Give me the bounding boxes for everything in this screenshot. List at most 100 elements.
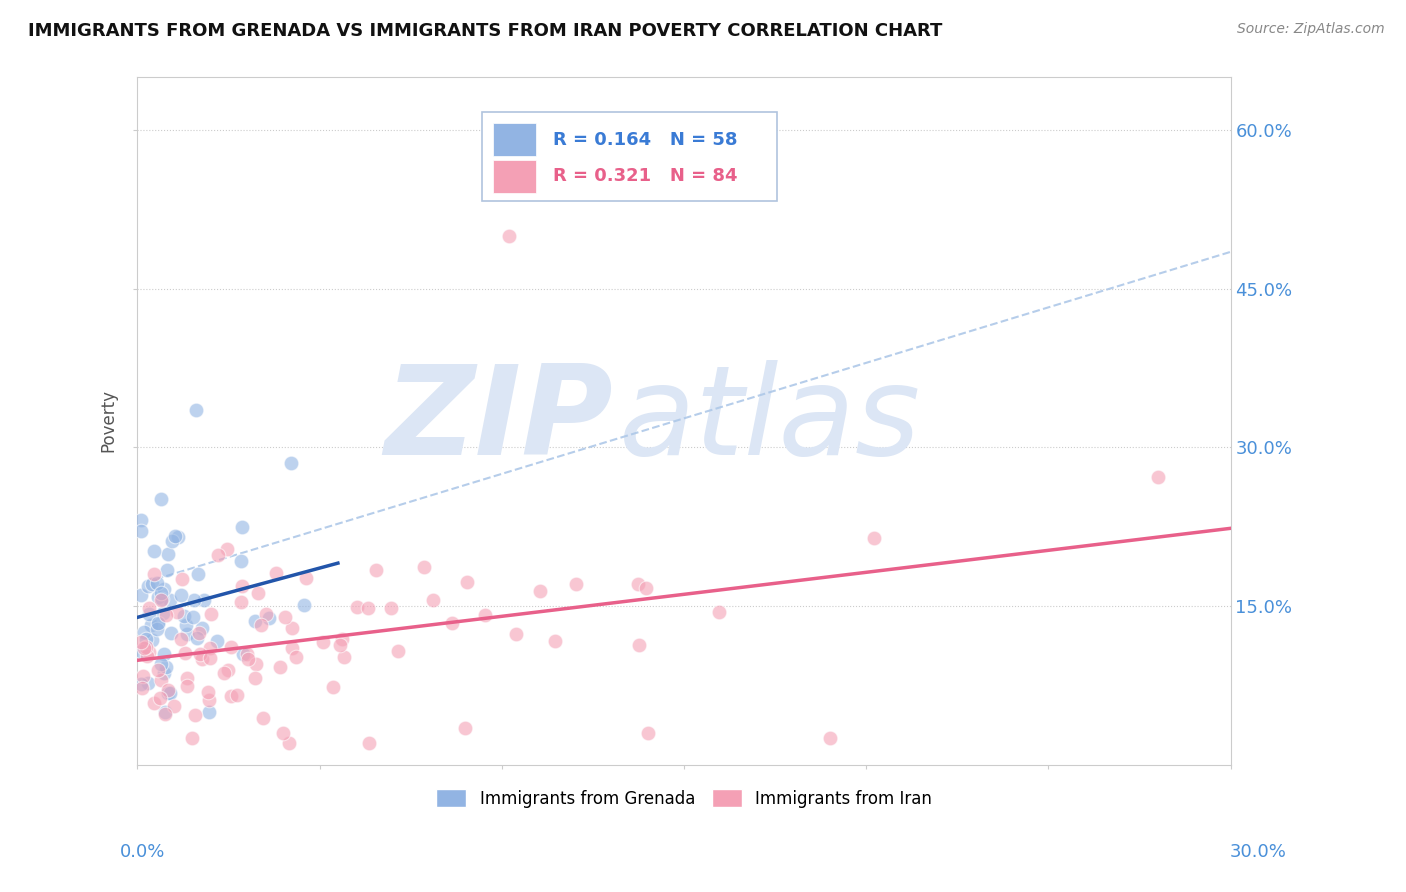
Point <box>159 592 181 607</box>
Point <box>498 229 520 244</box>
Point <box>152 606 174 620</box>
Point <box>146 663 169 677</box>
Point <box>193 592 215 607</box>
Point <box>205 634 228 648</box>
Point <box>132 640 155 655</box>
Point <box>440 615 463 630</box>
Point <box>149 491 172 506</box>
Point <box>132 669 155 683</box>
Point <box>141 577 163 591</box>
Point <box>637 726 659 740</box>
Point <box>166 605 188 619</box>
Point <box>271 726 294 740</box>
Point <box>157 683 180 698</box>
Point <box>149 592 172 607</box>
Point <box>197 685 219 699</box>
Point <box>186 631 208 645</box>
Text: 0.0%: 0.0% <box>120 843 165 861</box>
Point <box>634 581 657 595</box>
Point <box>163 528 186 542</box>
Point <box>281 641 304 656</box>
Point <box>231 579 253 593</box>
Point <box>132 625 155 640</box>
Point <box>217 542 239 557</box>
Point <box>146 622 169 636</box>
Point <box>174 618 197 632</box>
Point <box>173 647 195 661</box>
Point <box>219 690 242 704</box>
Point <box>149 585 172 599</box>
Point <box>295 571 318 585</box>
Point <box>231 520 253 534</box>
Point <box>176 671 198 685</box>
Point <box>198 651 221 665</box>
Point <box>187 567 209 582</box>
Point <box>181 731 204 745</box>
FancyBboxPatch shape <box>482 112 778 201</box>
Point <box>505 626 527 640</box>
Point <box>188 647 211 661</box>
Point <box>818 731 841 745</box>
Point <box>172 572 194 586</box>
Point <box>156 547 179 561</box>
Point <box>245 657 267 671</box>
Point <box>129 513 152 527</box>
Point <box>131 681 153 696</box>
Point <box>160 626 183 640</box>
Point <box>330 632 353 646</box>
Point <box>322 680 344 694</box>
Point <box>246 586 269 600</box>
Point <box>148 617 170 632</box>
Text: R = 0.321   N = 84: R = 0.321 N = 84 <box>553 168 737 186</box>
Point <box>243 614 266 628</box>
Point <box>153 647 176 661</box>
Point <box>181 609 204 624</box>
Point <box>166 530 188 544</box>
Point <box>156 563 179 577</box>
Point <box>274 610 297 624</box>
Point <box>129 676 152 690</box>
Point <box>153 706 176 721</box>
Point <box>155 608 177 623</box>
Point <box>146 615 169 630</box>
Point <box>413 559 436 574</box>
Point <box>225 688 247 702</box>
Point <box>229 554 252 568</box>
Point <box>229 595 252 609</box>
Text: atlas: atlas <box>619 360 921 482</box>
Point <box>422 593 444 607</box>
Point <box>269 659 291 673</box>
Point <box>129 644 152 658</box>
Point <box>183 593 205 607</box>
Point <box>143 544 166 558</box>
Point <box>138 601 160 615</box>
Point <box>173 608 195 623</box>
Point <box>249 617 271 632</box>
Legend: Immigrants from Grenada, Immigrants from Iran: Immigrants from Grenada, Immigrants from… <box>430 782 938 814</box>
Point <box>312 635 335 649</box>
Point <box>136 648 159 663</box>
Point <box>190 621 212 635</box>
Point <box>135 632 157 646</box>
Point <box>156 686 179 700</box>
Point <box>163 699 186 714</box>
Point <box>243 671 266 685</box>
Y-axis label: Poverty: Poverty <box>100 390 117 452</box>
Point <box>176 679 198 693</box>
Point <box>135 640 157 654</box>
Point <box>146 590 169 604</box>
Point <box>136 676 159 690</box>
Point <box>627 577 650 591</box>
Point <box>153 666 176 681</box>
Point <box>129 635 152 649</box>
Point <box>138 607 160 622</box>
Point <box>162 533 184 548</box>
Point <box>238 652 260 666</box>
Point <box>150 657 173 671</box>
Point <box>176 627 198 641</box>
Point <box>142 567 165 582</box>
Point <box>277 736 299 750</box>
Point <box>153 705 176 719</box>
Text: Source: ZipAtlas.com: Source: ZipAtlas.com <box>1237 22 1385 37</box>
Point <box>357 736 380 750</box>
